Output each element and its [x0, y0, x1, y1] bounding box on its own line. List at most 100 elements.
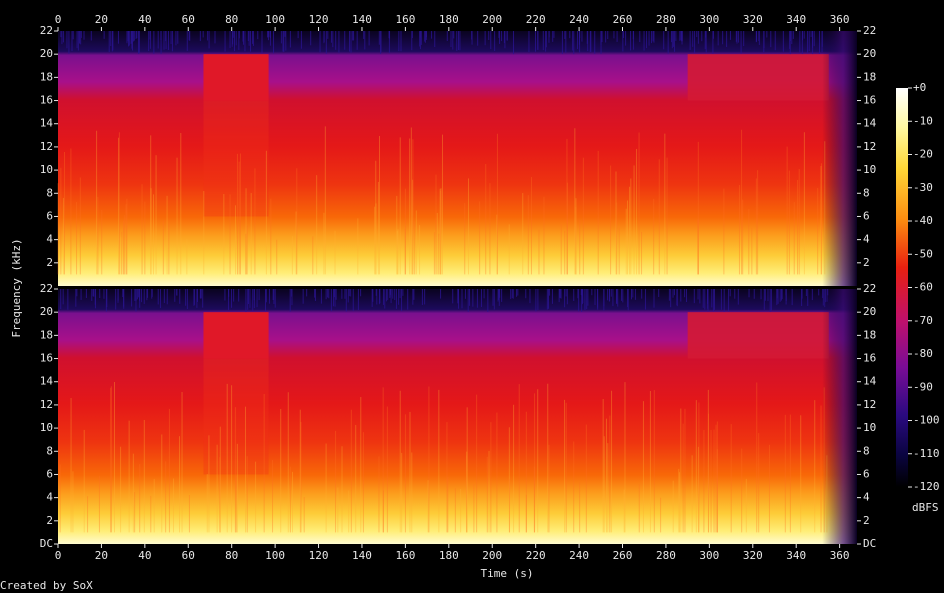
y-tick-label: 14	[40, 375, 54, 388]
y-tick-label: 10	[863, 421, 876, 434]
colorbar-tick-label: -30	[913, 181, 933, 194]
y-tick-label: DC	[863, 537, 876, 550]
y-tick-label: 18	[40, 328, 53, 341]
x-tick-label: 20	[95, 13, 108, 26]
y-tick-label: 8	[863, 186, 870, 199]
x-tick-label: 80	[225, 549, 238, 562]
x-tick-label: 300	[699, 549, 719, 562]
x-tick-label: 180	[439, 13, 459, 26]
y-tick-label: 12	[40, 140, 53, 153]
x-tick-label: 280	[656, 549, 676, 562]
footer: Created by SoX	[0, 579, 93, 592]
y-tick-label: 2	[46, 514, 53, 527]
x-tick-label: 140	[352, 13, 372, 26]
x-tick-label: 340	[786, 549, 806, 562]
y-tick-label: 10	[863, 163, 876, 176]
spectrogram-tail	[822, 31, 857, 286]
y-tick-label: 22	[863, 282, 876, 295]
y-tick-label: 4	[863, 233, 870, 246]
colorbar-label: dBFS	[912, 501, 939, 514]
x-tick-label: 60	[182, 13, 195, 26]
y-tick-label: 14	[863, 117, 877, 130]
y-tick-label: 16	[863, 94, 876, 107]
y-tick-label: 6	[46, 467, 53, 480]
y-tick-label: 16	[40, 352, 53, 365]
x-tick-label: 0	[55, 549, 62, 562]
y-axis-label: Frequency (kHz)	[10, 238, 23, 337]
x-tick-label: 160	[395, 13, 415, 26]
x-tick-label: 40	[138, 13, 151, 26]
y-tick-label: 4	[863, 491, 870, 504]
x-tick-label: 0	[55, 13, 62, 26]
colorbar	[896, 88, 908, 487]
colorbar-tick-label: -80	[913, 347, 933, 360]
y-tick-label: 22	[40, 24, 53, 37]
spectrogram-region	[687, 54, 829, 101]
y-tick-label: 14	[863, 375, 877, 388]
x-tick-label: 40	[138, 549, 151, 562]
spectrogram-region	[203, 54, 269, 101]
y-tick-label: 6	[46, 209, 53, 222]
x-tick-label: 220	[526, 13, 546, 26]
x-tick-label: 240	[569, 13, 589, 26]
x-tick-label: 260	[613, 13, 633, 26]
x-tick-label: 140	[352, 549, 372, 562]
y-tick-label: 14	[40, 117, 54, 130]
x-tick-label: 360	[830, 549, 850, 562]
y-tick-label: 2	[46, 256, 53, 269]
y-tick-label: DC	[40, 537, 53, 550]
colorbar-tick-label: -50	[913, 247, 933, 260]
y-tick-label: 2	[863, 256, 870, 269]
y-tick-label: 6	[863, 209, 870, 222]
x-tick-label: 320	[743, 13, 763, 26]
y-tick-label: 12	[40, 398, 53, 411]
spectrogram-region	[687, 312, 829, 359]
y-tick-label: 20	[863, 47, 876, 60]
x-tick-label: 220	[526, 549, 546, 562]
x-tick-label: 120	[309, 13, 329, 26]
colorbar-tick-label: -40	[913, 214, 933, 227]
x-tick-label: 360	[830, 13, 850, 26]
colorbar-tick-label: -110	[913, 447, 940, 460]
y-tick-label: 4	[46, 233, 53, 246]
x-tick-label: 280	[656, 13, 676, 26]
colorbar-tick-label: -60	[913, 281, 933, 294]
y-tick-label: 10	[40, 163, 53, 176]
x-tick-label: 120	[309, 549, 329, 562]
y-tick-label: 10	[40, 421, 53, 434]
y-tick-label: 20	[40, 305, 53, 318]
colorbar-tick-label: +0	[913, 81, 926, 94]
x-tick-label: 240	[569, 549, 589, 562]
y-tick-label: 18	[863, 328, 876, 341]
x-tick-label: 20	[95, 549, 108, 562]
spectrogram-region	[203, 312, 269, 359]
y-tick-label: 12	[863, 398, 876, 411]
colorbar-tick-label: -120	[913, 480, 940, 493]
colorbar-tick-label: -100	[913, 414, 940, 427]
spectrogram-tail	[822, 289, 857, 544]
y-tick-label: 8	[46, 186, 53, 199]
y-tick-label: 12	[863, 140, 876, 153]
spectrogram-region	[203, 100, 269, 217]
spectrogram-region	[203, 358, 269, 475]
colorbar-tick-label: -70	[913, 314, 933, 327]
y-tick-label: 6	[863, 467, 870, 480]
x-tick-label: 100	[265, 13, 285, 26]
x-tick-label: 60	[182, 549, 195, 562]
y-tick-label: 8	[863, 444, 870, 457]
y-tick-label: 20	[863, 305, 876, 318]
x-tick-label: 340	[786, 13, 806, 26]
y-tick-label: 20	[40, 47, 53, 60]
x-tick-label: 320	[743, 549, 763, 562]
colorbar-tick-label: -90	[913, 380, 933, 393]
x-axis-label: Time (s)	[481, 567, 534, 580]
y-tick-label: 2	[863, 514, 870, 527]
y-tick-label: 22	[863, 24, 876, 37]
y-tick-label: 18	[863, 70, 876, 83]
y-tick-label: 8	[46, 444, 53, 457]
x-tick-label: 200	[482, 13, 502, 26]
x-tick-label: 260	[613, 549, 633, 562]
colorbar-tick-label: -10	[913, 114, 933, 127]
y-tick-label: 22	[40, 282, 53, 295]
